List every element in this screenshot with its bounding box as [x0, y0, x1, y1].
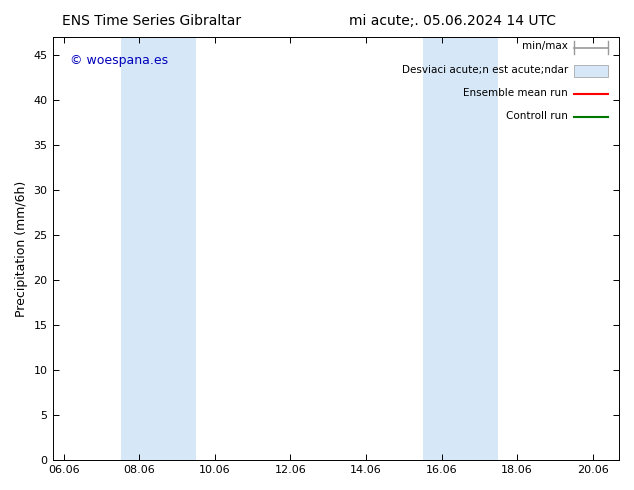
Text: © woespana.es: © woespana.es	[70, 54, 167, 67]
Y-axis label: Precipitation (mm/6h): Precipitation (mm/6h)	[15, 180, 28, 317]
Text: min/max: min/max	[522, 41, 568, 51]
Text: Desviaci acute;n est acute;ndar: Desviaci acute;n est acute;ndar	[402, 65, 568, 74]
Bar	[120, 37, 196, 460]
Text: ENS Time Series Gibraltar: ENS Time Series Gibraltar	[61, 14, 241, 28]
Bar	[574, 65, 607, 77]
Text: Controll run: Controll run	[506, 111, 568, 121]
Text: Ensemble mean run: Ensemble mean run	[463, 88, 568, 98]
Text: mi acute;. 05.06.2024 14 UTC: mi acute;. 05.06.2024 14 UTC	[349, 14, 555, 28]
Bar	[423, 37, 498, 460]
